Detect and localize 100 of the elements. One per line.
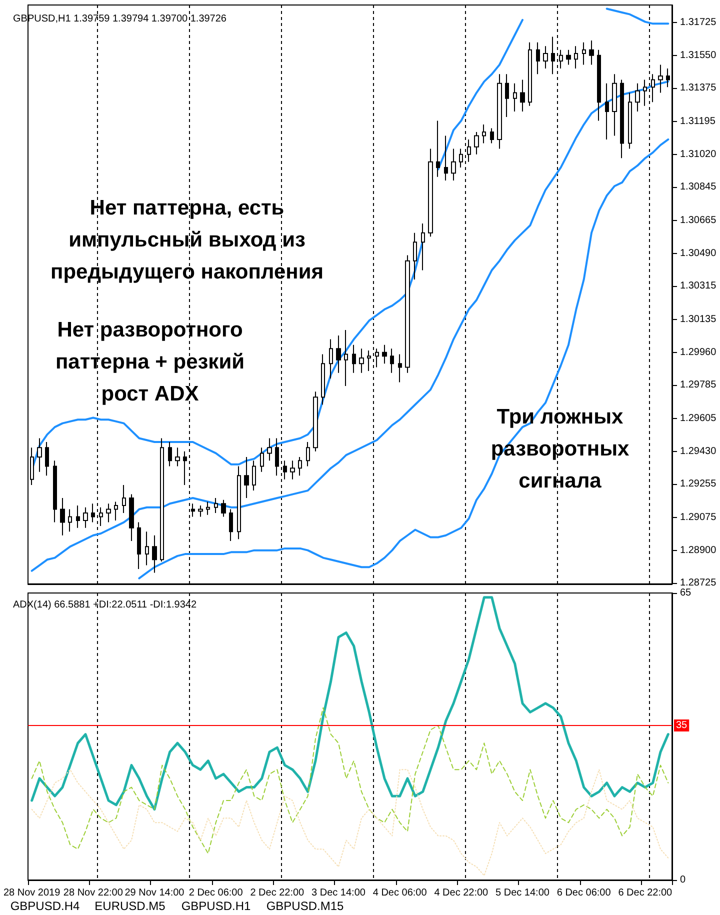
- candlestick: [53, 460, 57, 523]
- y-tick-label: 1.31195: [680, 116, 716, 128]
- y-tick-label: 1.30665: [680, 215, 717, 226]
- candlestick: [589, 40, 594, 66]
- candlestick: [444, 135, 448, 182]
- candlestick: [536, 42, 540, 75]
- candlestick: [106, 503, 111, 523]
- y-tick-label: 1.28725: [680, 578, 717, 588]
- candlestick: [160, 438, 164, 562]
- x-tick-label: 5 Dec 14:00: [496, 888, 550, 898]
- y-tick-label: 1.31020: [680, 148, 717, 160]
- annotation: Нет разворотного паттерна + резкий рост ADX: [55, 318, 245, 406]
- candlestick: [76, 505, 80, 528]
- candlestick: [313, 391, 318, 452]
- candlestick: [405, 254, 410, 374]
- candlestick: [298, 456, 302, 476]
- line-series: [31, 769, 669, 876]
- candlestick: [421, 223, 425, 271]
- candlestick: [237, 466, 241, 540]
- y-tick-label: 1.31375: [680, 82, 717, 94]
- candlestick: [267, 438, 272, 462]
- x-tick-label: 3 Dec 14:00: [312, 888, 366, 898]
- y-tick-label: 1.29785: [680, 380, 717, 391]
- y-tick-label: 1.31725: [680, 17, 717, 28]
- candlestick: [336, 335, 341, 374]
- candlestick: [628, 92, 632, 150]
- candlestick: [359, 348, 364, 374]
- y-tick-label: 1.29255: [680, 478, 717, 490]
- y-tick-label: 1.29075: [680, 512, 717, 524]
- text: GBPUSD.H4: [10, 898, 80, 913]
- line-series: [30, 80, 670, 572]
- candlestick: [352, 344, 356, 374]
- text: GBPUSD.H1: [181, 898, 251, 913]
- candlestick: [91, 503, 95, 523]
- y-tick-label: 65: [680, 588, 692, 598]
- candlestick: [497, 74, 502, 150]
- candlestick: [666, 68, 670, 88]
- candlestick: [428, 148, 433, 238]
- candlestick: [122, 484, 126, 514]
- candlestick: [321, 354, 325, 406]
- candlestick: [129, 494, 134, 542]
- candlestick: [68, 508, 72, 532]
- x-tick-label: 2 Dec 22:00: [250, 888, 305, 898]
- candlestick: [543, 46, 548, 69]
- candlestick: [398, 354, 402, 383]
- x-tick-label: 29 Nov 14:00: [124, 888, 185, 898]
- candlestick: [390, 348, 394, 374]
- y-tick-label: 1.29430: [680, 446, 717, 457]
- candlestick: [551, 36, 555, 75]
- candlestick: [582, 42, 586, 66]
- candlestick: [505, 74, 509, 118]
- y-tick-label: 1.29960: [680, 346, 717, 358]
- candlestick: [198, 505, 203, 518]
- candlestick: [597, 49, 601, 122]
- candlestick: [244, 456, 249, 499]
- candlestick: [612, 74, 617, 136]
- candlestick: [60, 498, 65, 536]
- candlestick: [229, 508, 233, 542]
- x-tick-label: 2 Dec 06:00: [188, 888, 244, 898]
- x-tick-label: 6 Dec 06:00: [556, 888, 612, 898]
- candlestick: [513, 82, 517, 112]
- candlestick: [482, 124, 486, 144]
- candlestick: [620, 79, 624, 159]
- candlestick: [344, 329, 348, 386]
- annotation: Нет паттерна, есть импульсный выход из предыдущего накопления: [50, 196, 324, 284]
- candlestick: [214, 498, 218, 514]
- candlestick: [643, 79, 647, 106]
- ref-line-label: 35: [676, 720, 688, 731]
- candlestick: [566, 49, 571, 66]
- candlestick: [175, 447, 180, 467]
- candlestick: [574, 46, 578, 69]
- y-tick-label: 0: [680, 874, 686, 886]
- candlestick: [436, 120, 440, 178]
- x-tick-label: 4 Dec 22:00: [434, 888, 489, 898]
- y-tick-label: 1.30490: [680, 248, 717, 259]
- text: GBPUSD.M15: [266, 898, 344, 913]
- line-series: [31, 707, 669, 854]
- candlestick: [528, 42, 532, 106]
- candlestick: [275, 438, 279, 476]
- candlestick: [183, 450, 187, 486]
- x-tick-label: 28 Nov 2019: [3, 888, 61, 898]
- candlestick: [605, 82, 609, 140]
- candlestick: [382, 344, 387, 364]
- candlestick: [145, 531, 149, 566]
- candlestick: [260, 447, 264, 472]
- candlestick: [37, 438, 42, 472]
- candlestick: [413, 232, 417, 280]
- candlestick: [451, 148, 456, 182]
- candlestick: [221, 499, 226, 518]
- candlestick: [168, 442, 172, 467]
- candlestick: [459, 148, 463, 168]
- candlestick: [520, 79, 525, 112]
- candlestick: [290, 460, 295, 480]
- x-tick-label: 6 Dec 22:00: [618, 888, 673, 898]
- candlestick: [206, 501, 210, 516]
- candlestick: [474, 131, 479, 155]
- x-tick-label: 28 Nov 22:00: [63, 888, 124, 898]
- y-tick-label: 1.30135: [680, 314, 717, 326]
- candlestick: [635, 82, 640, 112]
- y-tick-label: 1.30845: [680, 182, 717, 193]
